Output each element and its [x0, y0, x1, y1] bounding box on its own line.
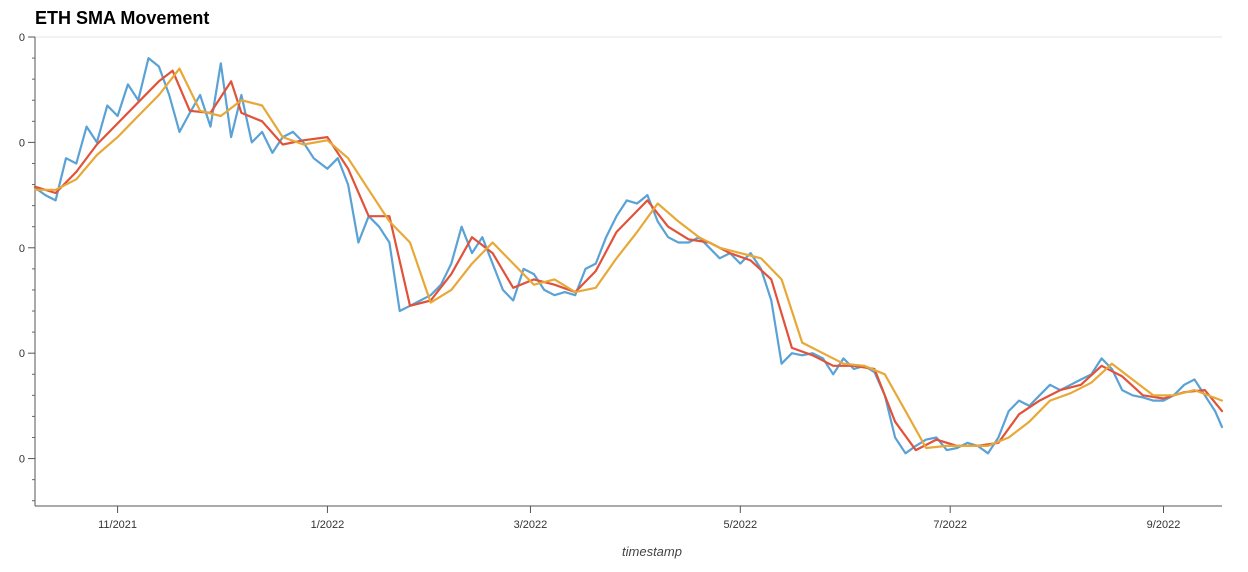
y-tick-label: 0 [19, 243, 25, 255]
y-ticks: 0 0 0 0 0 [19, 32, 35, 466]
x-tick-label: 1/2022 [311, 519, 345, 531]
x-tick-label: 7/2022 [933, 519, 967, 531]
series-line-2 [33, 69, 1224, 452]
series-layer [33, 57, 1224, 455]
x-tick-label: 9/2022 [1147, 519, 1181, 531]
chart-title: ETH SMA Movement [35, 8, 210, 28]
x-axis-label: timestamp [622, 544, 682, 559]
y-tick-label: 0 [19, 32, 25, 44]
series-line-3 [33, 67, 1224, 450]
y-tick-label: 0 [19, 454, 25, 466]
y-tick-label: 0 [19, 348, 25, 360]
y-tick-label: 0 [19, 137, 25, 149]
x-ticks: 11/2021 1/2022 3/2022 5/2022 7/2022 9/2022 [98, 506, 1180, 531]
y-minor-ticks [32, 57, 35, 502]
x-tick-label: 11/2021 [98, 519, 137, 531]
series-line-1 [33, 57, 1224, 455]
x-tick-label: 5/2022 [723, 519, 757, 531]
x-tick-label: 3/2022 [514, 519, 548, 531]
